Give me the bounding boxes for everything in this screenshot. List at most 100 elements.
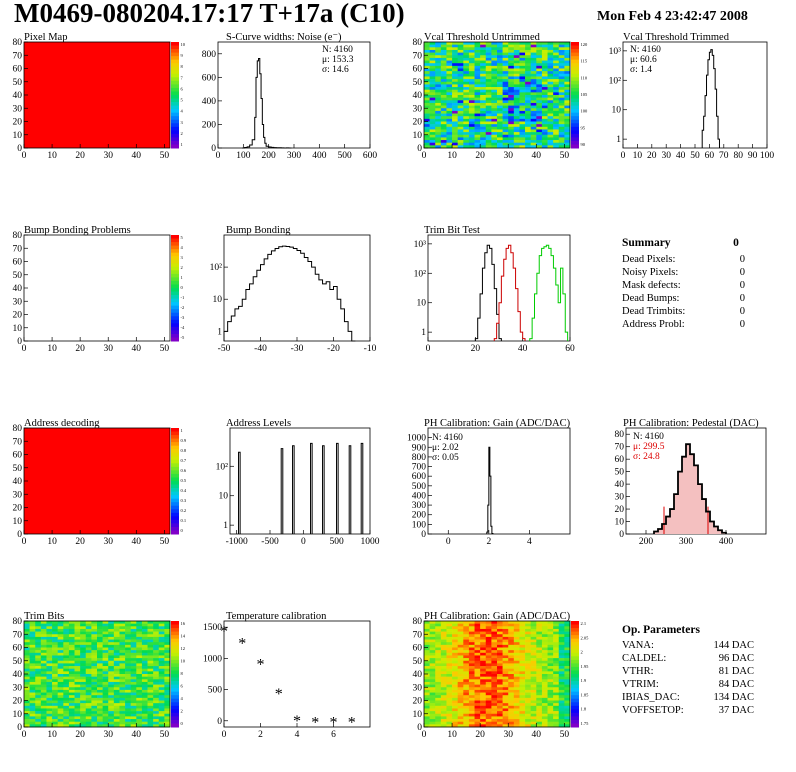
heatmap-cell <box>547 126 554 130</box>
heatmap-cell <box>468 116 475 120</box>
heatmap-cell <box>108 681 115 685</box>
heatmap-cell <box>553 708 560 712</box>
heatmap-cell <box>68 676 75 680</box>
heatmap-cell <box>102 687 109 691</box>
heatmap-cell <box>435 63 442 67</box>
heatmap-cell <box>547 676 554 680</box>
heatmap-cell <box>491 679 498 683</box>
heatmap-cell <box>468 695 475 699</box>
y-tick-label: 30 <box>615 493 625 503</box>
palette-tick-label: 2 <box>181 265 183 270</box>
x-tick-label: 200 <box>639 537 654 547</box>
heatmap-cell <box>491 105 498 109</box>
heatmap-cell <box>474 705 481 709</box>
heatmap-cell <box>113 668 120 672</box>
heatmap-cell <box>424 81 430 85</box>
heatmap-cell <box>440 644 447 648</box>
heatmap-cell <box>130 655 137 659</box>
heatmap-cell <box>508 71 515 75</box>
heatmap-cell <box>457 631 464 635</box>
heatmap-cell <box>24 721 30 725</box>
heatmap-cell <box>440 684 447 688</box>
heatmap-cell <box>474 713 481 717</box>
heatmap-cell <box>24 663 30 667</box>
heatmap-cell <box>558 145 565 149</box>
heatmap-cell <box>558 660 565 664</box>
heatmap-cell <box>435 679 442 683</box>
heatmap-cell <box>474 134 481 138</box>
heatmap-cell <box>547 644 554 648</box>
heatmap-cell <box>435 674 442 677</box>
heatmap-cell <box>446 623 453 627</box>
heatmap-cell <box>74 724 81 728</box>
parameter-label: IBIAS_DAC: <box>622 692 680 703</box>
heatmap-cell <box>485 719 492 722</box>
heatmap-cell <box>508 700 515 704</box>
heatmap-cell <box>68 621 75 624</box>
heatmap-cell <box>46 636 53 640</box>
heatmap-cell <box>429 628 436 632</box>
heatmap-cell <box>136 652 143 656</box>
heatmap-cell <box>141 705 148 709</box>
heatmap-cell <box>480 134 487 138</box>
heatmap-cell <box>429 108 436 112</box>
heatmap-cell <box>536 87 543 90</box>
heatmap-cell <box>141 652 148 656</box>
heatmap-cell <box>463 47 470 51</box>
heatmap-cell <box>91 631 98 635</box>
heatmap-cell <box>29 631 36 635</box>
heatmap-cell <box>525 95 531 98</box>
heatmap-cell <box>536 695 543 699</box>
heatmap-cell <box>46 695 53 699</box>
heatmap-cell <box>440 719 447 722</box>
heatmap-cell <box>547 60 554 64</box>
heatmap-cell <box>74 687 81 691</box>
heatmap-cell <box>463 721 470 725</box>
heatmap-cell <box>480 116 487 120</box>
heatmap-cell <box>452 105 458 109</box>
heatmap-cell <box>102 676 109 680</box>
heatmap-cell <box>46 658 53 662</box>
heatmap-cell <box>525 679 531 683</box>
heatmap-cell <box>91 671 98 675</box>
chart-title: Address decoding <box>24 418 100 429</box>
heatmap-cell <box>547 100 554 104</box>
heatmap-cell <box>57 666 64 669</box>
heatmap-cell <box>519 55 526 59</box>
heatmap-cell <box>530 49 537 53</box>
heatmap-cell <box>519 721 526 725</box>
heatmap-cell <box>435 666 442 669</box>
palette-tick-label: 2 <box>581 650 583 655</box>
heatmap-cell <box>525 655 531 659</box>
heatmap-cell <box>63 671 70 675</box>
x-tick-label: 400 <box>312 151 327 161</box>
palette-tick-label: 8 <box>181 64 184 69</box>
heatmap-cell <box>536 65 543 69</box>
heatmap-cell <box>564 668 571 672</box>
stat-label: μ: 299.5 <box>633 442 665 452</box>
heatmap-cell <box>141 634 148 638</box>
heatmap-cell <box>119 650 126 654</box>
heatmap-cell <box>52 681 58 685</box>
heatmap-cell <box>457 713 464 717</box>
heatmap-cell <box>457 628 464 632</box>
heatmap-cell <box>446 642 453 646</box>
heatmap-cell <box>24 623 30 627</box>
heatmap-cell <box>153 695 160 699</box>
heatmap-cell <box>541 623 548 627</box>
heatmap-cell <box>429 84 436 88</box>
heatmap-cell <box>130 716 137 720</box>
palette-cell <box>171 702 179 707</box>
heatmap-cell <box>457 108 464 112</box>
heatmap-cell <box>536 626 543 630</box>
palette-cell <box>571 126 579 131</box>
y-tick-label: 1 <box>616 135 621 145</box>
heatmap-cell <box>125 647 131 651</box>
heatmap-cell <box>136 724 143 728</box>
heatmap-cell <box>530 705 537 709</box>
heatmap-cell <box>547 631 554 635</box>
heatmap-cell <box>440 700 447 704</box>
palette-cell <box>171 270 179 275</box>
heatmap-cell <box>130 705 137 709</box>
